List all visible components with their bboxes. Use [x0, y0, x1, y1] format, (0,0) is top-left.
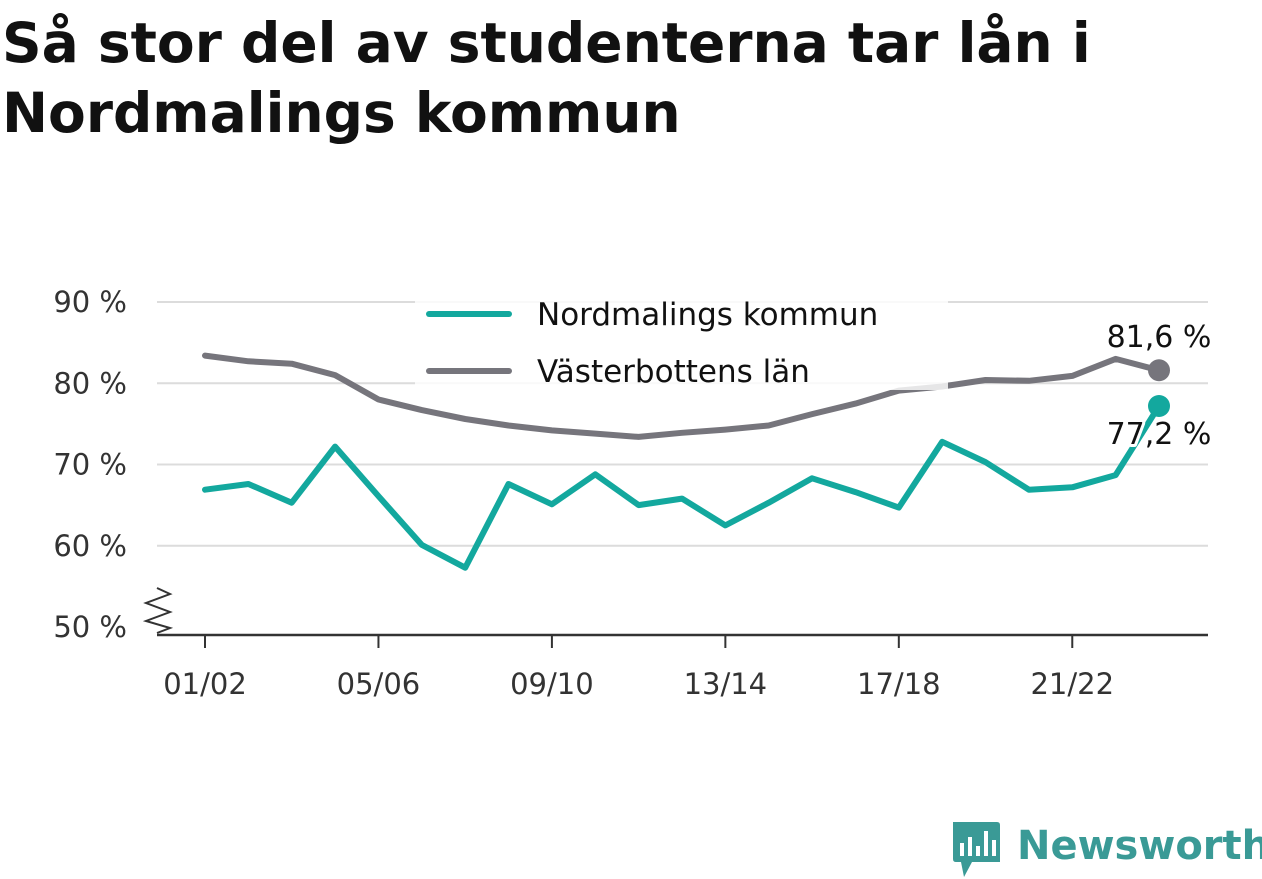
end-marker [1148, 359, 1170, 382]
end-labels: 81,6 % 77,2 % [1104, 317, 1215, 455]
y-tick-label: 50 % [53, 610, 127, 644]
series-line [202, 403, 1162, 571]
x-tick-label: 09/10 [510, 667, 594, 701]
y-tick-label: 90 % [53, 285, 127, 319]
x-tick-label: 17/18 [857, 667, 941, 701]
x-tick-label: 01/02 [163, 667, 247, 701]
y-tick-label: 60 % [53, 529, 127, 563]
end-marker [1148, 395, 1170, 417]
y-tick-label: 70 % [53, 448, 127, 482]
y-tick-label: 80 % [53, 366, 127, 400]
newsworthy-logo: Newsworthy [953, 822, 1262, 877]
legend-label: Västerbottens län [537, 354, 810, 390]
series-line [202, 352, 1162, 440]
x-tick-label: 13/14 [684, 667, 768, 701]
series-lines [202, 352, 1162, 571]
x-tick-label: 21/22 [1030, 667, 1114, 701]
end-value-label: 77,2 % [1107, 417, 1212, 452]
legend: Nordmalings kommun Västerbottens län [415, 290, 948, 390]
axes: 50 % 60 % 70 % 80 % 90 % 01/02 05/06 09/10 13/14… [53, 285, 1208, 701]
axis-break-icon [142, 587, 174, 634]
chart-title: Så stor del av studenterna tar lån i Nor… [2, 11, 1091, 145]
x-tick-label: 05/06 [337, 667, 421, 701]
legend-label: Nordmalings kommun [537, 297, 878, 333]
newsworthy-logo-icon [953, 822, 1000, 877]
end-value-label: 81,6 % [1107, 320, 1212, 355]
brand-name: Newsworthy [1017, 823, 1262, 869]
